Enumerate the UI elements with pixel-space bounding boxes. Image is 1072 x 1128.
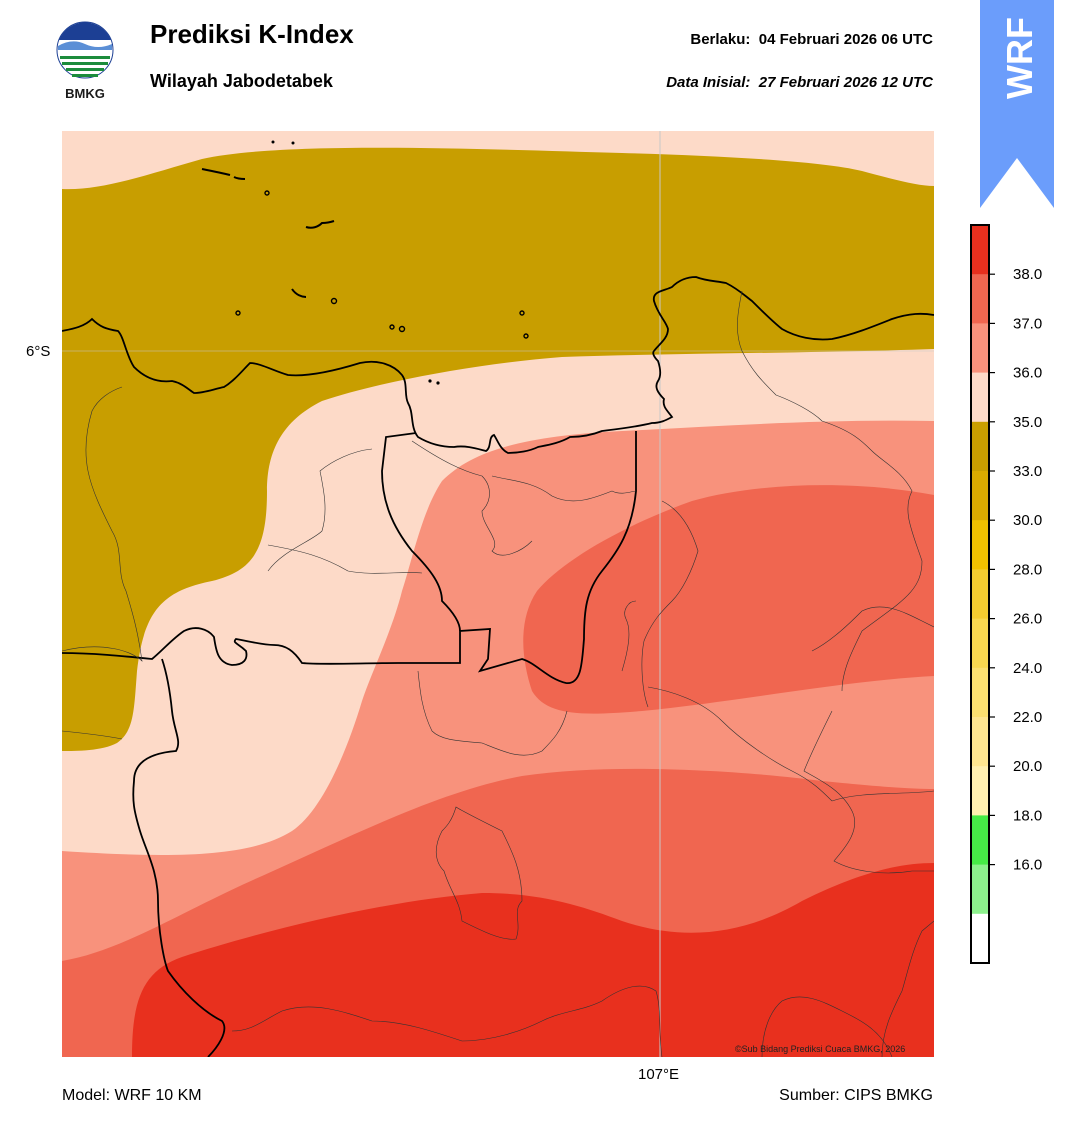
- valid-time: Berlaku: 04 Februari 2026 06 UTC: [690, 31, 933, 48]
- colorbar-segment: [971, 815, 989, 865]
- colorbar-segment: [971, 422, 989, 472]
- colorbar-tick-label: 36.0: [1013, 365, 1042, 382]
- wrf-badge: WRF: [980, 0, 1054, 208]
- colorbar-segment: [971, 717, 989, 767]
- island-6: [292, 142, 295, 145]
- bmkg-logo: BMKG: [52, 20, 118, 102]
- colorbar-segment: [971, 569, 989, 619]
- colorbar-tick-label: 26.0: [1013, 611, 1042, 628]
- colorbar-tick-label: 24.0: [1013, 660, 1042, 677]
- valid-value: 04 Februari 2026 06 UTC: [759, 31, 933, 48]
- map-panel[interactable]: [62, 131, 934, 1057]
- colorbar-segment: [971, 865, 989, 915]
- colorbar-tick-label: 20.0: [1013, 758, 1042, 775]
- colorbar-tick-label: 18.0: [1013, 807, 1042, 824]
- badge-text: WRF: [999, 17, 1040, 99]
- chart-title: Prediksi K-Index: [150, 19, 354, 50]
- colorbar-tick-label: 16.0: [1013, 857, 1042, 874]
- colorbar-tick-label: 38.0: [1013, 266, 1042, 283]
- island-14: [428, 379, 431, 382]
- colorbar-tick-label: 33.0: [1013, 463, 1042, 480]
- chart-subtitle: Wilayah Jabodetabek: [150, 71, 333, 92]
- colorbar-segment: [971, 766, 989, 816]
- colorbar-segment: [971, 619, 989, 669]
- lat-tick-label: 6°S: [26, 343, 50, 360]
- colorbar: 38.0 37.0 36.0 35.0 33.0 30.0 28.0 26.0 24.0 22.0…: [966, 220, 1056, 970]
- colorbar-tick-label: 22.0: [1013, 709, 1042, 726]
- init-value: 27 Februari 2026 12 UTC: [759, 74, 933, 91]
- colorbar-tick-label: 37.0: [1013, 315, 1042, 332]
- copyright-text: ©Sub Bidang Prediksi Cuaca BMKG, 2026: [735, 1044, 905, 1054]
- map-svg[interactable]: [62, 131, 934, 1057]
- colorbar-segment: [971, 373, 989, 423]
- colorbar-segment: [971, 225, 989, 275]
- colorbar-segment: [971, 323, 989, 373]
- lon-tick-label: 107°E: [638, 1066, 679, 1083]
- init-time: Data Inisial: 27 Februari 2026 12 UTC: [666, 74, 933, 91]
- colorbar-segment: [971, 520, 989, 570]
- colorbar-segment: [971, 914, 989, 964]
- colorbar-segment: [971, 668, 989, 718]
- logo-text: BMKG: [65, 86, 105, 101]
- colorbar-svg: 38.0 37.0 36.0 35.0 33.0 30.0 28.0 26.0 24.0 22.0…: [966, 220, 1056, 970]
- colorbar-tick-label: 28.0: [1013, 561, 1042, 578]
- bmkg-logo-icon: BMKG: [52, 20, 118, 102]
- init-label: Data Inisial:: [666, 74, 750, 91]
- colorbar-tick-label: 30.0: [1013, 512, 1042, 529]
- colorbar-tick-label: 35.0: [1013, 414, 1042, 431]
- island-5: [272, 141, 275, 144]
- colorbar-segment: [971, 274, 989, 324]
- colorbar-segment: [971, 471, 989, 521]
- island-15: [436, 381, 439, 384]
- valid-label: Berlaku:: [690, 31, 750, 48]
- source-label: Sumber: CIPS BMKG: [779, 1087, 933, 1105]
- model-label: Model: WRF 10 KM: [62, 1087, 202, 1105]
